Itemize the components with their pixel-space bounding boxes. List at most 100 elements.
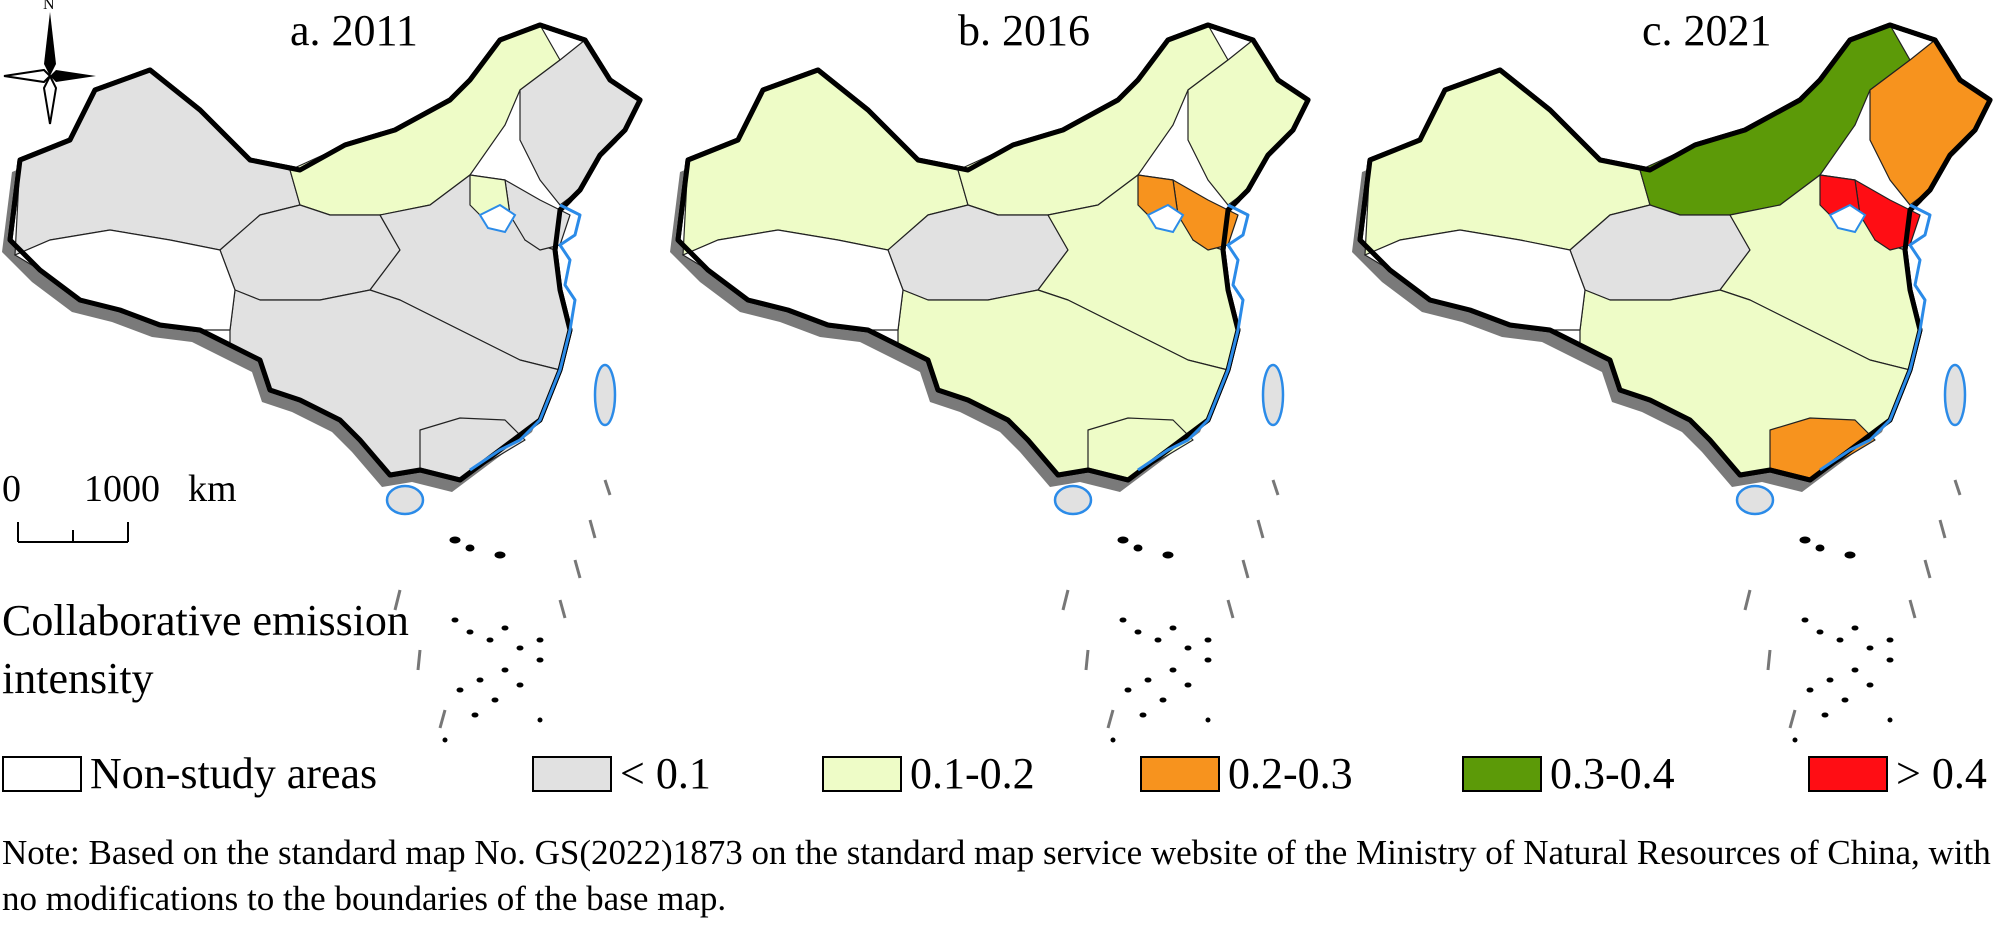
country-border — [7, 22, 643, 483]
south-sea-island — [1851, 667, 1859, 673]
south-sea-island — [1159, 697, 1167, 703]
south-sea-island — [451, 617, 459, 623]
taiwan-island — [593, 363, 617, 427]
scale-zero-label: 0 — [2, 468, 21, 510]
south-sea-island — [1134, 629, 1142, 635]
bohai-sea — [1828, 203, 1867, 234]
maritime-boundary-dash — [1953, 479, 1962, 496]
south-sea-island — [471, 712, 479, 718]
maritime-boundary-dash — [558, 599, 567, 619]
south-sea-island — [486, 637, 494, 643]
south-sea-island — [1816, 629, 1824, 635]
south-sea-island — [1886, 637, 1894, 643]
coastline — [469, 203, 582, 472]
south-sea-island — [1836, 637, 1844, 643]
panel-title-2011: a. 2011 — [290, 6, 418, 55]
legend-label: 0.1-0.2 — [910, 749, 1035, 798]
maritime-boundary-dash — [1226, 599, 1235, 619]
hainan-island — [1053, 484, 1093, 516]
south-sea-island — [1184, 645, 1192, 651]
south-sea-island — [1801, 617, 1809, 623]
south-sea-island — [1110, 737, 1116, 743]
maritime-boundary-dash — [1908, 599, 1917, 619]
south-sea-island — [465, 544, 475, 552]
maritime-boundary-dash — [1106, 709, 1115, 729]
legend-item-gt-0-4: > 0.4 — [1808, 746, 1987, 802]
north-arrow-icon — [3, 12, 96, 125]
south-sea-island — [456, 687, 464, 693]
south-sea-island — [536, 637, 544, 643]
south-sea-island — [1204, 657, 1212, 663]
map-panel-0 — [2, 22, 643, 743]
legend-label: 0.3-0.4 — [1550, 749, 1675, 798]
south-sea-island — [1133, 544, 1143, 552]
south-sea-island — [1124, 687, 1132, 693]
legend-title: Collaborative emission intensity — [2, 596, 409, 703]
maritime-boundary-dash — [1271, 479, 1280, 496]
coastline — [1819, 203, 1932, 472]
south-sea-island — [1851, 625, 1859, 631]
hainan-island — [385, 484, 425, 516]
south-sea-island — [1821, 712, 1829, 718]
south-sea-island — [476, 677, 484, 683]
south-sea-island — [1169, 667, 1177, 673]
legend-item-0-2-0-3: 0.2-0.3 — [1140, 746, 1353, 802]
maritime-boundary-dash — [416, 649, 422, 671]
bohai-sea — [1146, 203, 1185, 234]
country-border — [1357, 22, 1993, 483]
panel-title-2016: b. 2016 — [958, 6, 1090, 55]
south-sea-island — [501, 667, 509, 673]
south-sea-island — [1154, 637, 1162, 643]
south-sea-island — [1204, 637, 1212, 643]
south-sea-island — [1826, 677, 1834, 683]
map-note: Note: Based on the standard map No. GS(2… — [2, 833, 1991, 918]
choropleth-maps — [2, 22, 1993, 743]
south-sea-island — [516, 682, 524, 688]
south-sea-island — [494, 551, 506, 559]
legend-swatch — [1462, 756, 1542, 792]
maritime-boundary-dash — [1256, 519, 1265, 539]
legend-item-non-study: Non-study areas — [2, 746, 377, 802]
legend-label: Non-study areas — [90, 749, 378, 798]
south-sea-island — [466, 629, 474, 635]
country-border — [675, 22, 1311, 483]
legend-item-lt-0-1: < 0.1 — [532, 746, 711, 802]
legend-item-0-3-0-4: 0.3-0.4 — [1462, 746, 1675, 802]
south-sea-island — [491, 697, 499, 703]
maritime-boundary-dash — [588, 519, 597, 539]
maritime-boundary-dash — [1766, 649, 1772, 671]
maritime-boundary-dash — [393, 589, 402, 611]
south-sea-island — [1799, 536, 1811, 544]
south-sea-island — [536, 657, 544, 663]
maritime-boundary-dash — [438, 709, 447, 729]
south-sea-island — [1144, 677, 1152, 683]
maritime-boundary-dash — [1923, 559, 1932, 579]
south-sea-island — [1866, 682, 1874, 688]
south-sea-island — [1844, 551, 1856, 559]
legend-swatch — [2, 756, 82, 792]
south-sea-island — [1139, 712, 1147, 718]
south-sea-island — [1866, 645, 1874, 651]
scale-unit-label: km — [188, 468, 237, 510]
south-sea-island — [501, 625, 509, 631]
south-sea-island — [537, 717, 543, 723]
taiwan-island — [1261, 363, 1285, 427]
scale-bar — [17, 522, 129, 543]
legend-label: 0.2-0.3 — [1228, 749, 1353, 798]
south-sea-island — [1841, 697, 1849, 703]
panel-title-2021: c. 2021 — [1642, 6, 1772, 55]
maritime-boundary-dash — [1241, 559, 1250, 579]
legend-swatch — [1808, 756, 1888, 792]
north-label: N — [43, 0, 55, 13]
map-panel-1 — [670, 22, 1311, 743]
legend-swatch — [532, 756, 612, 792]
legend-item-0-1-0-2: 0.1-0.2 — [822, 746, 1035, 802]
maritime-boundary-dash — [1084, 649, 1090, 671]
south-sea-island — [1887, 717, 1893, 723]
south-sea-island — [1119, 617, 1127, 623]
legend-swatch — [822, 756, 902, 792]
legend-label: < 0.1 — [620, 749, 711, 798]
maritime-boundary-dash — [573, 559, 582, 579]
south-sea-island — [1886, 657, 1894, 663]
legend-swatch — [1140, 756, 1220, 792]
